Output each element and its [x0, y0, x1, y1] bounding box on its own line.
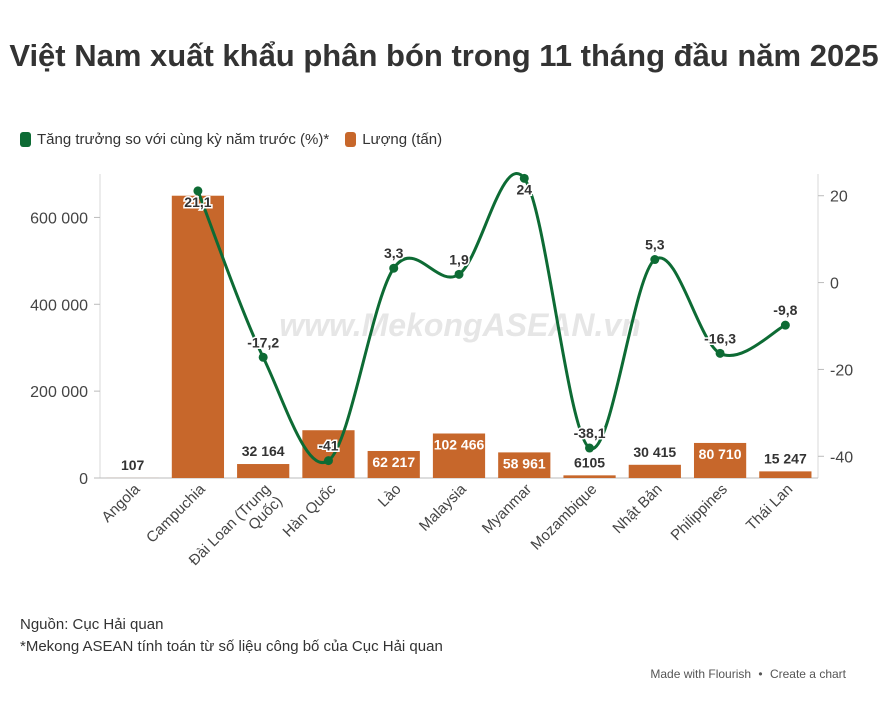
growth-point-4: [323, 456, 333, 466]
flourish-credit[interactable]: Made with Flourish • Create a chart: [648, 667, 848, 681]
left-tick-label: 0: [79, 471, 88, 488]
growth-point-2: [193, 186, 203, 196]
bar-value-label: 15 247: [764, 450, 807, 466]
growth-value-label: 21,1: [184, 194, 211, 210]
bar-value-label: 107: [121, 457, 145, 473]
source-text: Nguồn: Cục Hải quan: [20, 616, 164, 633]
legend-item-growth[interactable]: Tăng trưởng so với cùng kỳ năm trước (%)…: [20, 131, 329, 148]
bar-8: [563, 475, 616, 478]
create-chart-link[interactable]: Create a chart: [769, 667, 846, 681]
left-tick-label: 200 000: [30, 384, 88, 401]
category-label: Mozambique: [528, 481, 601, 554]
growth-value-label: 5,3: [645, 237, 665, 253]
growth-point-6: [454, 269, 464, 279]
growth-point-10: [715, 348, 725, 358]
right-tick-label: -20: [830, 362, 853, 379]
growth-value-label: -16,3: [704, 330, 736, 346]
bar-value-label: 102 466: [434, 437, 485, 453]
legend-swatch-growth: [20, 131, 31, 147]
bar-value-label: 62 217: [372, 454, 415, 470]
growth-value-label: -38,1: [574, 425, 606, 441]
legend: Tăng trưởng so với cùng kỳ năm trước (%)…: [20, 129, 458, 149]
bar-3: [237, 464, 290, 478]
bar-value-label: 6105: [574, 454, 605, 470]
category-label: Thái Lan: [743, 481, 796, 534]
growth-value-label: -41: [318, 438, 338, 454]
right-tick-label: -40: [830, 449, 853, 466]
left-tick-label: 600 000: [30, 210, 88, 227]
growth-point-8: [585, 443, 595, 453]
category-label: Campuchia: [143, 480, 209, 546]
bar-9: [628, 464, 681, 478]
category-label: Hàn Quốc: [279, 480, 339, 540]
left-tick-label: 400 000: [30, 297, 88, 314]
legend-label-volume: Lượng (tấn): [362, 130, 443, 148]
bar-7: [498, 452, 551, 478]
bar-value-label: 58 961: [503, 455, 546, 471]
category-label: Nhật Bản: [609, 481, 665, 537]
made-with-link[interactable]: Made with Flourish: [650, 667, 752, 681]
category-label: Malaysia: [416, 480, 470, 534]
growth-value-label: -9,8: [773, 302, 797, 318]
bar-11: [759, 471, 812, 478]
growth-value-label: -17,2: [247, 334, 279, 350]
bar-value-label: 80 710: [699, 446, 742, 462]
growth-point-7: [519, 173, 529, 183]
bar-value-label: 30 415: [633, 444, 676, 460]
growth-point-9: [650, 255, 660, 265]
bar-5: [367, 450, 420, 478]
category-label: Myanmar: [479, 481, 535, 537]
credit-separator: •: [758, 667, 763, 681]
legend-swatch-volume: [345, 131, 357, 147]
right-tick-label: 0: [830, 276, 839, 293]
category-label: Lào: [375, 481, 405, 511]
bar-value-label: 32 164: [242, 443, 285, 459]
category-label: Philippines: [668, 481, 731, 544]
category-label: Angola: [98, 480, 144, 526]
note-text: *Mekong ASEAN tính toán từ số liệu công …: [20, 638, 443, 655]
growth-value-label: 1,9: [449, 251, 469, 267]
watermark: www.MekongASEAN.vn: [279, 307, 641, 343]
chart-title: Việt Nam xuất khẩu phân bón trong 11 thá…: [9, 38, 879, 73]
legend-item-volume[interactable]: Lượng (tấn): [345, 131, 442, 148]
legend-label-growth: Tăng trưởng so với cùng kỳ năm trước (%)…: [37, 130, 330, 148]
growth-value-label: 3,3: [384, 245, 404, 261]
combo-chart: www.MekongASEAN.vn 0 200 000 400 000 600 000…: [30, 172, 853, 569]
right-tick-label: 20: [830, 189, 848, 206]
bar-2: [171, 195, 225, 478]
bar-6: [432, 433, 486, 478]
growth-point-3: [258, 352, 268, 362]
growth-value-label: 24: [516, 181, 532, 197]
growth-point-5: [389, 263, 399, 273]
bar-10: [693, 442, 747, 478]
growth-point-11: [780, 320, 790, 330]
growth-line: [196, 172, 787, 465]
